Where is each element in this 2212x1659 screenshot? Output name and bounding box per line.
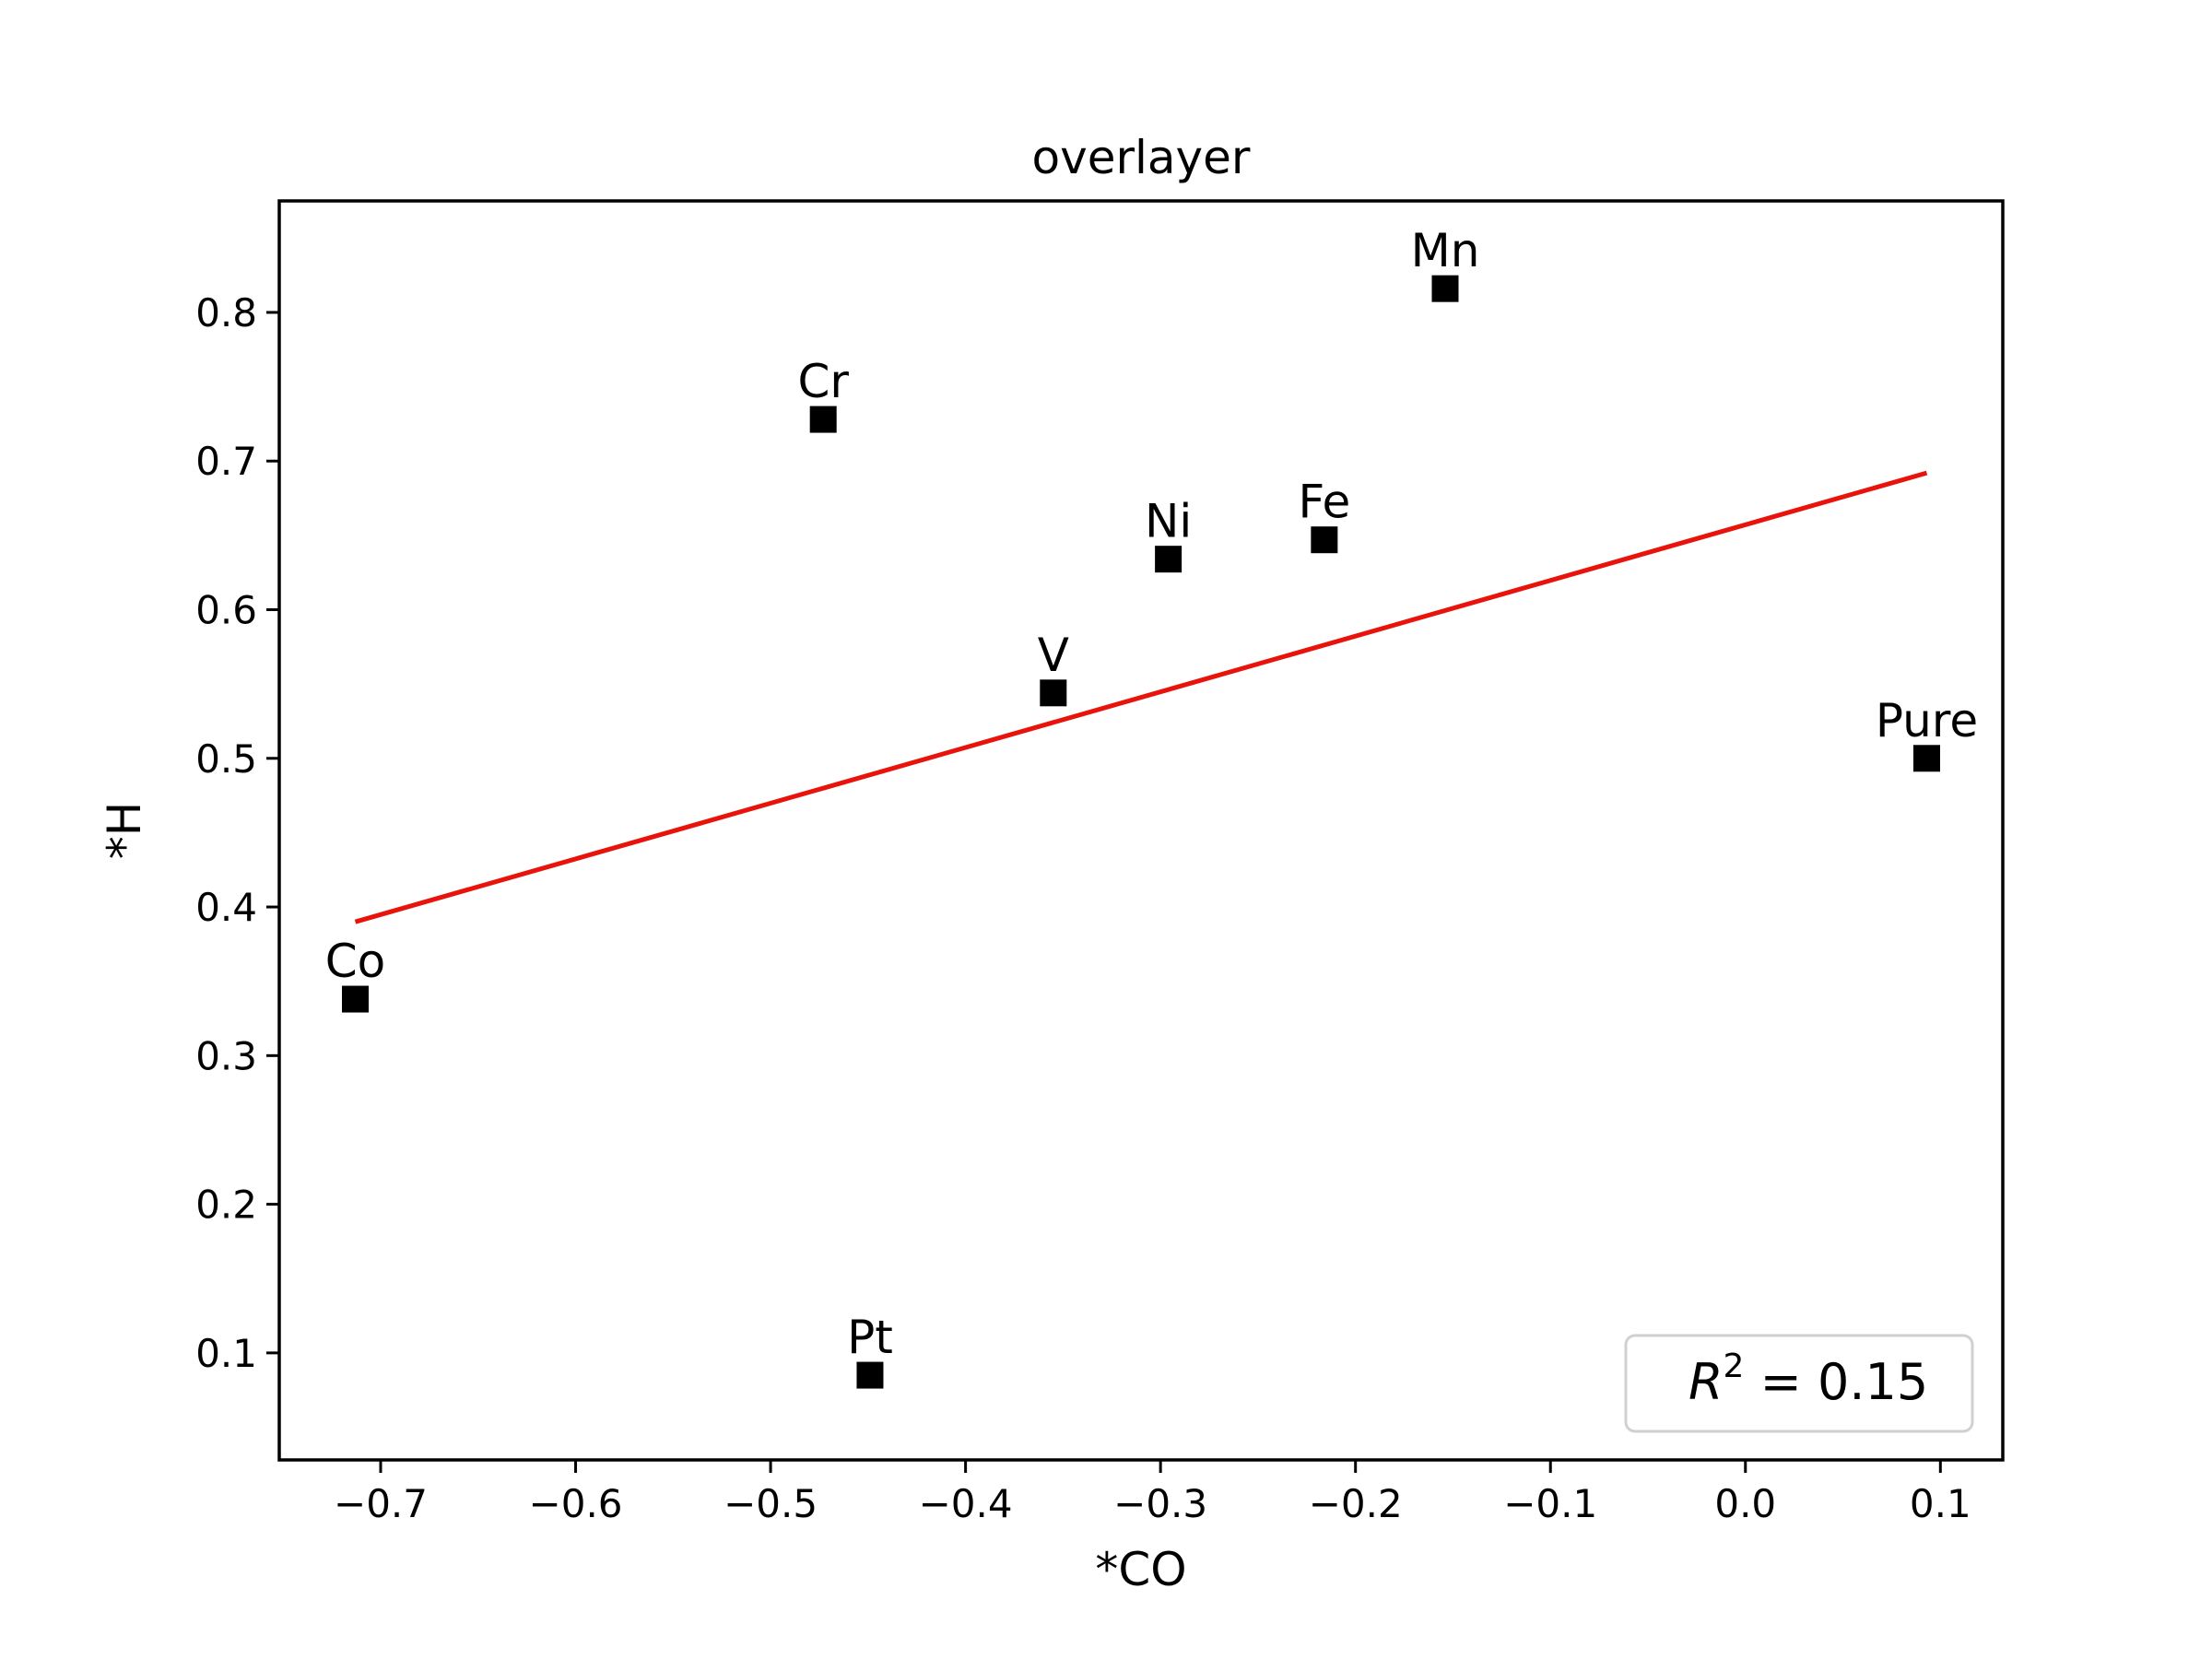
point-label: Cr [797,355,849,408]
y-tick-label: 0.6 [195,588,257,633]
legend-r-value: = 0.15 [1744,1353,1928,1411]
data-point [1913,745,1940,772]
x-tick-label: −0.1 [1503,1481,1597,1526]
legend-r-symbol: R [1688,1353,1724,1411]
plot-frame [277,199,2005,1462]
x-tick-label: −0.2 [1309,1481,1403,1526]
y-tick-label: 0.8 [195,290,257,335]
chart-title: overlayer [1032,131,1251,184]
y-axis-label: *H [98,802,151,860]
x-tick-label: 0.1 [1910,1481,1971,1526]
point-label: Fe [1298,476,1350,529]
x-tick-label: −0.3 [1113,1481,1207,1526]
data-point [856,1361,884,1389]
legend-box [1624,1334,1974,1433]
legend-r-exponent: 2 [1724,1347,1745,1385]
point-label: Pt [847,1311,893,1364]
y-tick-label: 0.7 [195,439,257,484]
legend-label: R2 = 0.15 [1688,1347,1928,1411]
x-tick-label: −0.7 [334,1481,428,1526]
axis-ticks: −0.7 −0.6 −0.5 −0.4 −0.3 −0.2 −0.1 0.0 0.1 0.1 0.2… [195,290,1971,1526]
data-point [1040,679,1067,707]
point-label: Mn [1411,224,1480,277]
data-point [809,406,837,433]
point-label: V [1038,629,1069,682]
data-point [342,985,369,1013]
point-label: Pure [1876,694,1978,747]
data-point [1311,526,1338,554]
fit-line [354,470,1928,924]
x-axis-label: *CO [1095,1543,1186,1596]
y-tick-label: 0.4 [195,885,257,930]
x-tick-label: −0.6 [529,1481,623,1526]
y-tick-label: 0.1 [195,1331,257,1376]
point-label: Co [325,935,386,988]
data-points: Co Cr Pt V Ni Fe Mn Pure [325,224,1978,1389]
y-tick-label: 0.2 [195,1182,257,1228]
x-tick-label: 0.0 [1714,1481,1776,1526]
data-point [1155,546,1182,573]
x-tick-label: −0.5 [724,1481,818,1526]
y-tick-label: 0.3 [195,1033,257,1078]
y-tick-label: 0.5 [195,736,257,782]
point-label: Ni [1145,495,1192,548]
legend: R2 = 0.15 [1624,1334,1974,1433]
x-tick-label: −0.4 [919,1481,1013,1526]
data-point [1431,275,1459,302]
